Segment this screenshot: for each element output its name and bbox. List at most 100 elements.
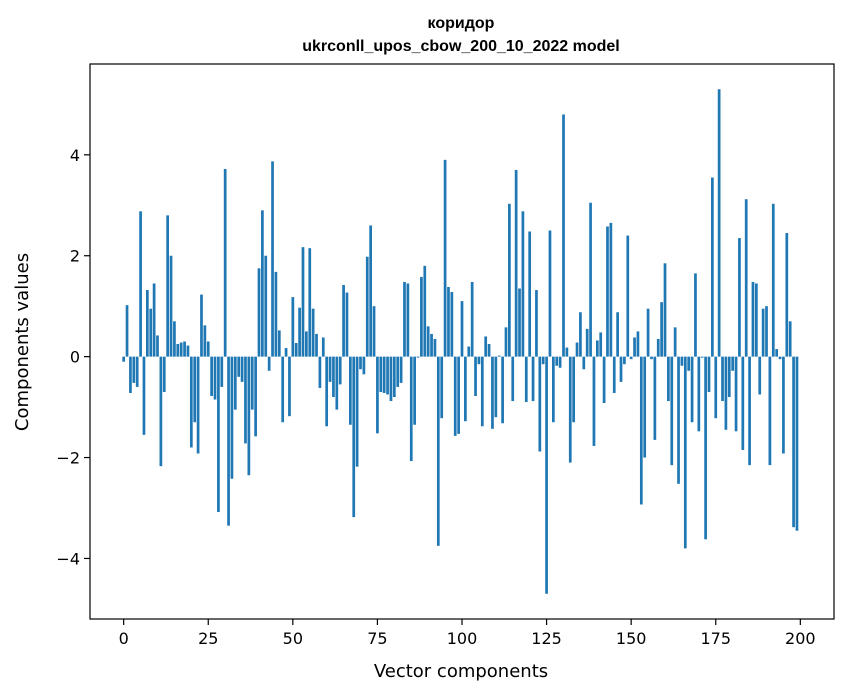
- bar-93: [436, 356, 440, 546]
- bar-90: [426, 326, 430, 357]
- bar-101: [464, 356, 467, 422]
- bar-10: [156, 335, 159, 357]
- bar-60: [325, 356, 329, 427]
- bar-149: [626, 235, 630, 357]
- bar-52: [298, 307, 301, 357]
- bar-150: [629, 356, 633, 360]
- x-tick-label: 25: [198, 629, 218, 648]
- bar-43: [267, 356, 271, 371]
- bar-127: [552, 356, 555, 423]
- bar-39: [254, 356, 257, 437]
- bar-73: [369, 225, 373, 357]
- bar-96: [447, 287, 450, 357]
- x-tick-label: 0: [119, 629, 129, 648]
- bar-184: [744, 199, 748, 357]
- bar-132: [568, 356, 572, 463]
- bar-4: [135, 356, 139, 387]
- bar-112: [501, 356, 504, 424]
- bar-3: [132, 356, 136, 383]
- bar-140: [595, 340, 599, 357]
- bar-178: [724, 356, 728, 430]
- bar-44: [271, 161, 274, 357]
- bar-182: [738, 238, 741, 357]
- bar-68: [352, 356, 356, 518]
- bar-174: [711, 177, 714, 357]
- bar-49: [288, 356, 291, 417]
- bar-157: [653, 356, 657, 440]
- bar-64: [338, 356, 342, 385]
- bar-42: [264, 255, 268, 357]
- bar-134: [575, 342, 579, 357]
- y-tick-label: −4: [56, 549, 80, 568]
- bar-11: [159, 356, 163, 467]
- chart-subtitle: ukrconll_upos_cbow_200_10_2022 model: [302, 38, 619, 55]
- bar-190: [765, 306, 768, 357]
- bar-105: [477, 356, 481, 365]
- bar-152: [636, 331, 640, 357]
- bar-133: [572, 356, 576, 423]
- bar-30: [223, 168, 227, 357]
- bar-198: [792, 356, 795, 528]
- x-tick-label: 200: [785, 629, 816, 648]
- bar-36: [244, 356, 247, 444]
- x-axis-label: Vector components: [374, 661, 548, 682]
- bar-102: [467, 346, 471, 357]
- bar-106: [480, 356, 484, 427]
- bar-175: [714, 356, 718, 419]
- bar-66: [345, 292, 349, 357]
- bar-54: [305, 331, 308, 357]
- bar-172: [704, 356, 707, 540]
- bar-137: [585, 328, 589, 357]
- bar-79: [389, 356, 393, 402]
- bar-196: [785, 233, 789, 357]
- x-tick-label: 175: [700, 629, 731, 648]
- bar-103: [470, 281, 474, 357]
- x-tick-label: 75: [367, 629, 387, 648]
- bar-166: [683, 356, 687, 549]
- bar-46: [277, 330, 281, 357]
- bar-183: [741, 356, 745, 450]
- x-tick-label: 100: [447, 629, 478, 648]
- bar-31: [227, 356, 230, 526]
- bar-126: [548, 230, 552, 357]
- bar-199: [795, 356, 799, 531]
- bar-15: [173, 321, 176, 357]
- bar-181: [734, 356, 738, 432]
- bar-16: [176, 344, 180, 357]
- bar-53: [301, 247, 305, 357]
- bar-69: [355, 356, 359, 467]
- bar-119: [524, 356, 528, 403]
- bar-45: [274, 271, 278, 357]
- bar-19: [186, 345, 190, 357]
- bar-82: [399, 356, 403, 383]
- bar-75: [376, 356, 379, 434]
- bar-176: [717, 89, 721, 357]
- bar-6: [142, 356, 146, 435]
- bar-192: [771, 203, 775, 357]
- bar-161: [667, 356, 670, 402]
- bar-47: [281, 356, 285, 423]
- bar-22: [196, 356, 200, 454]
- bar-32: [230, 356, 234, 479]
- bar-92: [433, 338, 437, 357]
- bar-63: [335, 356, 339, 410]
- bar-146: [616, 312, 619, 357]
- bar-177: [721, 356, 724, 402]
- bar-1: [125, 305, 129, 357]
- bar-89: [423, 265, 427, 357]
- bar-116: [514, 169, 518, 357]
- bar-111: [497, 355, 501, 357]
- bar-80: [392, 356, 396, 397]
- bar-29: [220, 356, 224, 387]
- bar-81: [396, 356, 400, 387]
- bar-59: [321, 337, 325, 357]
- bar-194: [778, 356, 782, 360]
- bar-94: [440, 356, 444, 419]
- bar-71: [362, 356, 366, 375]
- bar-57: [315, 333, 318, 357]
- bar-154: [643, 356, 647, 458]
- bar-141: [599, 332, 603, 357]
- bar-21: [193, 356, 197, 423]
- y-axis-label: Components values: [12, 253, 33, 431]
